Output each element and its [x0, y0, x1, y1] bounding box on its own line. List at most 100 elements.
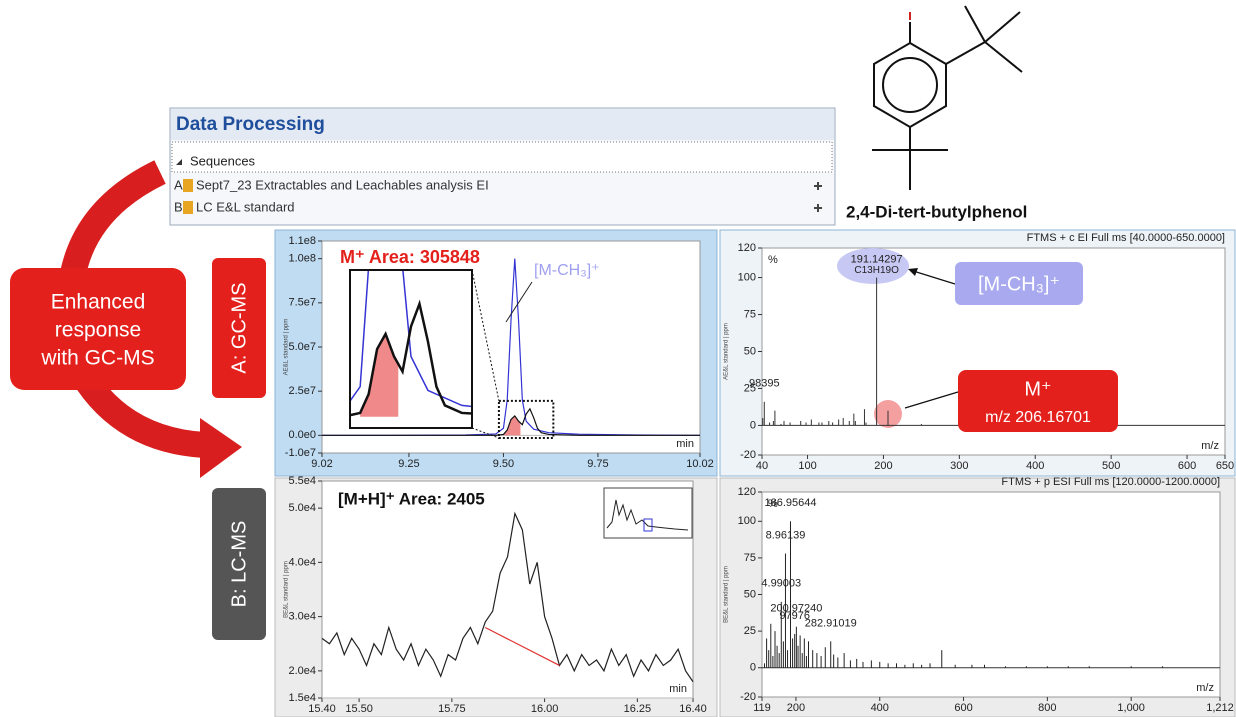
- zoom-window: [497, 399, 555, 439]
- x-tick-label: 15.50: [345, 703, 373, 715]
- trace: [322, 407, 700, 436]
- callout-text: with GC-MS: [40, 347, 154, 370]
- row-name[interactable]: LC E&L standard: [196, 199, 295, 214]
- x-tick-label: 1,000: [1117, 702, 1145, 714]
- thumbnail: [603, 487, 693, 539]
- y-tick-label: 1.0e8: [288, 253, 316, 265]
- x-tick-label: 300: [950, 460, 968, 472]
- peak-label: 282.91019: [805, 617, 857, 629]
- y-axis-label: AE&L standard | ppm: [284, 319, 290, 376]
- x-axis-label: m/z: [1196, 682, 1214, 694]
- callout-text: Enhanced: [51, 291, 146, 314]
- y-tick-label: 4.0e4: [288, 556, 316, 568]
- x-tick-label: 600: [954, 702, 972, 714]
- y-tick-label: 75: [744, 552, 756, 564]
- peak-label: 186.95644: [764, 497, 816, 509]
- peak-formula: C13H19O: [854, 265, 899, 276]
- y-tick-label: 50: [744, 345, 756, 357]
- callout-text: M⁺: [1024, 378, 1051, 400]
- x-tick-label: 500: [1102, 460, 1120, 472]
- callout-text: response: [55, 319, 141, 342]
- trace: [484, 626, 560, 666]
- y-tick-label: 2.5e7: [288, 385, 316, 397]
- chart-title: FTMS + c EI Full ms [40.0000-650.0000]: [1027, 232, 1225, 244]
- y-tick-label: -20: [740, 449, 756, 461]
- pointer: [505, 281, 533, 323]
- label-highlight: [837, 248, 909, 284]
- x-tick-label: 40: [756, 460, 768, 472]
- peak-label: [M-CH₃]⁺: [534, 262, 600, 279]
- y-unit: %: [768, 498, 778, 510]
- row-name[interactable]: Sept7_23 Extractables and Leachables ana…: [196, 177, 489, 192]
- x-axis-label: min: [669, 683, 687, 695]
- x-tick-label: 200: [874, 460, 892, 472]
- row-label: A: GC-MS: [228, 282, 250, 373]
- x-tick-label: 15.75: [438, 703, 466, 715]
- callout-text: m/z 206.16701: [985, 409, 1091, 426]
- x-tick-label: 10.02: [686, 458, 714, 470]
- peak-label: 8.96139: [766, 529, 806, 541]
- peak-label: 4.99003: [761, 578, 801, 590]
- row-label-box: [212, 488, 266, 640]
- y-tick-label: 75: [744, 308, 756, 320]
- y-tick-label: 100: [738, 271, 756, 283]
- y-tick-label: 5.0e7: [288, 341, 316, 353]
- inset-area: [360, 333, 399, 417]
- y-axis-label: BE&L standard | ppm: [724, 566, 730, 623]
- callout-box: [10, 268, 186, 390]
- y-tick-label: 120: [738, 486, 756, 498]
- trace: [322, 258, 701, 436]
- peak-label: 191.14297: [851, 253, 903, 265]
- y-tick-label: 25: [744, 625, 756, 637]
- x-tick-label: 800: [1038, 702, 1056, 714]
- peak-area: [503, 415, 521, 436]
- area-annotation: [M+H]⁺ Area: 2405: [338, 489, 485, 508]
- y-tick-label: 0: [750, 419, 756, 431]
- molecule: [872, 5, 1023, 190]
- inset-plot: [350, 270, 472, 417]
- trace: [321, 511, 694, 683]
- peak-label: 97976: [779, 610, 810, 622]
- compound-name: 2,4-Di-tert-butylphenol: [846, 202, 1027, 221]
- inset-border: [349, 269, 473, 429]
- y-axis-label: AE&L standard | ppm: [724, 323, 730, 380]
- x-tick-label: 16.00: [531, 703, 559, 715]
- y-tick-label: 25: [744, 382, 756, 394]
- x-tick-label: 600: [1178, 460, 1196, 472]
- row-id[interactable]: A: [174, 177, 183, 192]
- x-tick-label: 1,212: [1206, 702, 1234, 714]
- x-tick-label: 119: [753, 702, 771, 714]
- y-unit: %: [768, 254, 778, 266]
- x-tick-label: 100: [798, 460, 816, 472]
- pointer: [904, 391, 959, 409]
- panel-title: Data Processing: [176, 114, 325, 135]
- callout-box: [958, 370, 1118, 432]
- row-id[interactable]: B: [174, 199, 183, 214]
- row-label-box: [212, 258, 266, 398]
- x-tick-label: 9.50: [493, 458, 514, 470]
- y-tick-label: -20: [740, 691, 756, 703]
- pointer: [909, 269, 956, 285]
- zoom-connector: [471, 427, 500, 439]
- chart-title: FTMS + p ESI Full ms [120.0000-1200.0000…: [1001, 476, 1220, 488]
- y-tick-label: 0: [750, 662, 756, 674]
- y-tick-label: 2.0e4: [288, 665, 316, 677]
- y-tick-label: 5.0e4: [288, 502, 316, 514]
- x-tick-label: 400: [871, 702, 889, 714]
- data-processing-panel: Data Processing Sequences A Sept7_23 Ext…: [169, 107, 836, 226]
- y-tick-label: 5.5e4: [288, 475, 316, 487]
- inset-trace: [350, 299, 472, 417]
- y-tick-label: 1.5e4: [288, 692, 316, 704]
- x-tick-label: 15.40: [308, 703, 336, 715]
- y-tick-label: -1.0e7: [285, 447, 316, 459]
- section-label: Sequences: [190, 153, 256, 168]
- peak-label: 200.97240: [770, 603, 822, 615]
- y-tick-label: 0.0e0: [288, 429, 316, 441]
- y-tick-label: 120: [738, 242, 756, 254]
- y-tick-label: 50: [744, 588, 756, 600]
- x-tick-label: 200: [787, 702, 805, 714]
- y-tick-label: 100: [738, 515, 756, 527]
- x-tick-label: 9.75: [587, 458, 608, 470]
